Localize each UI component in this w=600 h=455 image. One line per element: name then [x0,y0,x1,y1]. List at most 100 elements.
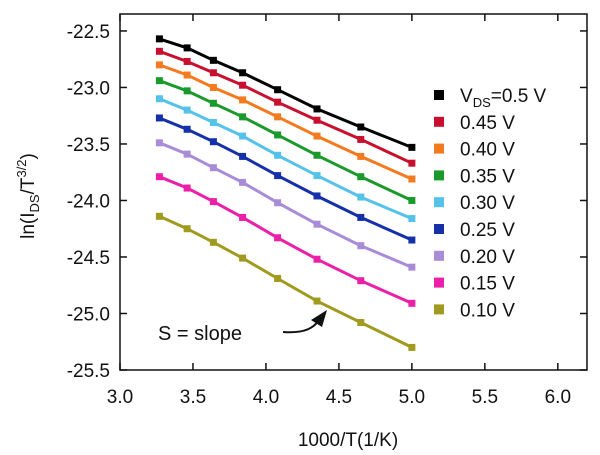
y-title-end: ) [18,153,39,159]
data-point [357,319,365,327]
data-point [357,213,365,221]
data-point [155,114,163,122]
data-point [357,135,365,143]
data-point [239,69,247,77]
data-point [313,220,321,228]
y-tick-label: -25.0 [67,304,110,325]
data-point [209,69,217,77]
y-title-sub: DS [27,194,42,212]
data-point [313,132,321,140]
data-point [357,123,365,131]
legend: VDS=0.5 V 0.45 V 0.40 V 0.35 V 0.30 V 0.25 V 0… [434,86,547,321]
data-point [274,86,282,94]
series-line [158,141,413,269]
data-point [209,198,217,206]
data-point [183,150,191,158]
data-point [239,81,247,89]
y-tick-label: -23.0 [67,78,110,99]
data-point [408,196,416,204]
data-point [357,152,365,160]
data-point [239,96,247,104]
data-point [239,178,247,186]
data-point [209,238,217,246]
data-point [313,255,321,263]
legend-marker [434,277,444,288]
legend-label: 0.20 V [460,247,515,268]
y-tick-label: -23.5 [67,135,110,156]
data-point [209,83,217,91]
x-tick-label: 3.5 [180,387,206,408]
legend-marker [434,250,444,261]
slope-arrowhead [311,310,327,327]
data-point [274,274,282,282]
data-point [408,143,416,151]
data-point [274,113,282,121]
y-axis: -22.5 -23.0 -23.5 -24.0 -24.5 -25.0 -25.5 [67,22,587,382]
legend-label: 0.15 V [460,274,515,295]
y-axis-title: ln(IDS/T3/2) [14,153,42,239]
data-point [239,213,247,221]
data-point [155,139,163,147]
data-point [183,106,191,114]
data-point [408,263,416,271]
data-point [239,254,247,262]
x-tick-label: 5.0 [399,387,425,408]
x-tick-label: 6.0 [545,387,571,408]
x-tick-label: 4.0 [253,387,279,408]
data-point [357,277,365,285]
series-line [158,37,413,149]
data-point [239,113,247,121]
slope-annotation: S = slope [158,323,242,345]
data-series [155,35,416,351]
data-point [274,131,282,139]
y-tick-label: -22.5 [67,22,110,43]
data-point [209,164,217,172]
data-point [209,118,217,126]
data-point [408,175,416,183]
data-point [183,87,191,95]
data-point [313,297,321,305]
legend-marker [434,197,444,208]
data-point [239,132,247,140]
data-point [313,105,321,113]
data-point [209,99,217,107]
y-tick-label: -24.0 [67,191,110,212]
data-point [408,236,416,244]
legend-marker [434,224,444,234]
series-line [158,175,413,305]
data-point [183,44,191,52]
legend-label: 0.10 V [460,300,515,321]
data-point [239,152,247,160]
series-line [158,116,413,242]
legend-label: 0.35 V [460,166,515,187]
y-title-base: ln(I [18,212,39,238]
data-point [155,77,163,85]
data-point [183,184,191,192]
legend-marker [434,304,444,315]
plot-frame [119,13,588,371]
data-point [313,172,321,180]
x-axis-title: 1000/T(1/K) [298,430,398,451]
x-axis: 3.0 3.5 4.0 4.5 5.0 5.5 6.0 [107,14,571,408]
data-point [155,95,163,103]
legend-label: 0.25 V [460,220,515,241]
data-point [313,116,321,124]
x-tick-label: 5.5 [472,387,498,408]
data-point [313,192,321,200]
data-point [408,159,416,167]
data-point [183,125,191,133]
data-point [209,56,217,64]
legend-marker [434,143,444,154]
data-point [357,242,365,250]
data-point [155,173,163,181]
slope-arrow [282,320,319,334]
data-point [155,47,163,55]
legend-marker [434,170,444,181]
series-line [158,63,413,181]
y-title-sup: 3/2 [14,159,29,177]
data-point [274,151,282,159]
data-point [183,225,191,233]
data-point [274,234,282,242]
data-point [313,151,321,159]
